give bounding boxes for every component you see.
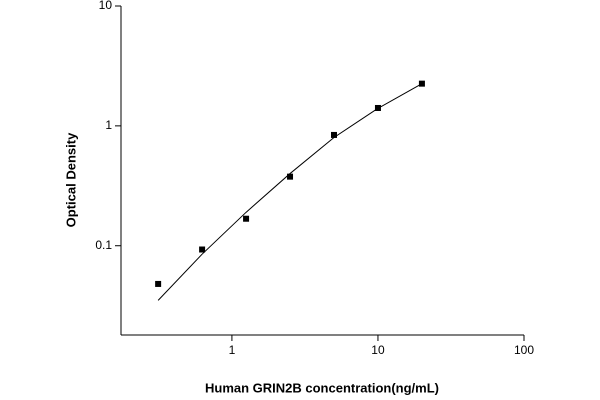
point	[199, 246, 206, 253]
point	[287, 173, 294, 180]
x-axis-title: Human GRIN2B concentration(ng/mL)	[205, 380, 439, 395]
fit-curve	[157, 83, 423, 301]
point	[155, 280, 162, 287]
y-axis-title: Optical Density	[63, 132, 78, 227]
point	[243, 215, 250, 222]
x-tick-label: 100	[514, 343, 534, 357]
y-tick-label: 0.1	[95, 238, 112, 252]
y-tick-label: 10	[99, 0, 113, 12]
x-tick-label: 10	[371, 343, 385, 357]
y-tick-label: 1	[105, 118, 112, 132]
point	[330, 131, 337, 138]
x-tick-label: 1	[229, 343, 236, 357]
